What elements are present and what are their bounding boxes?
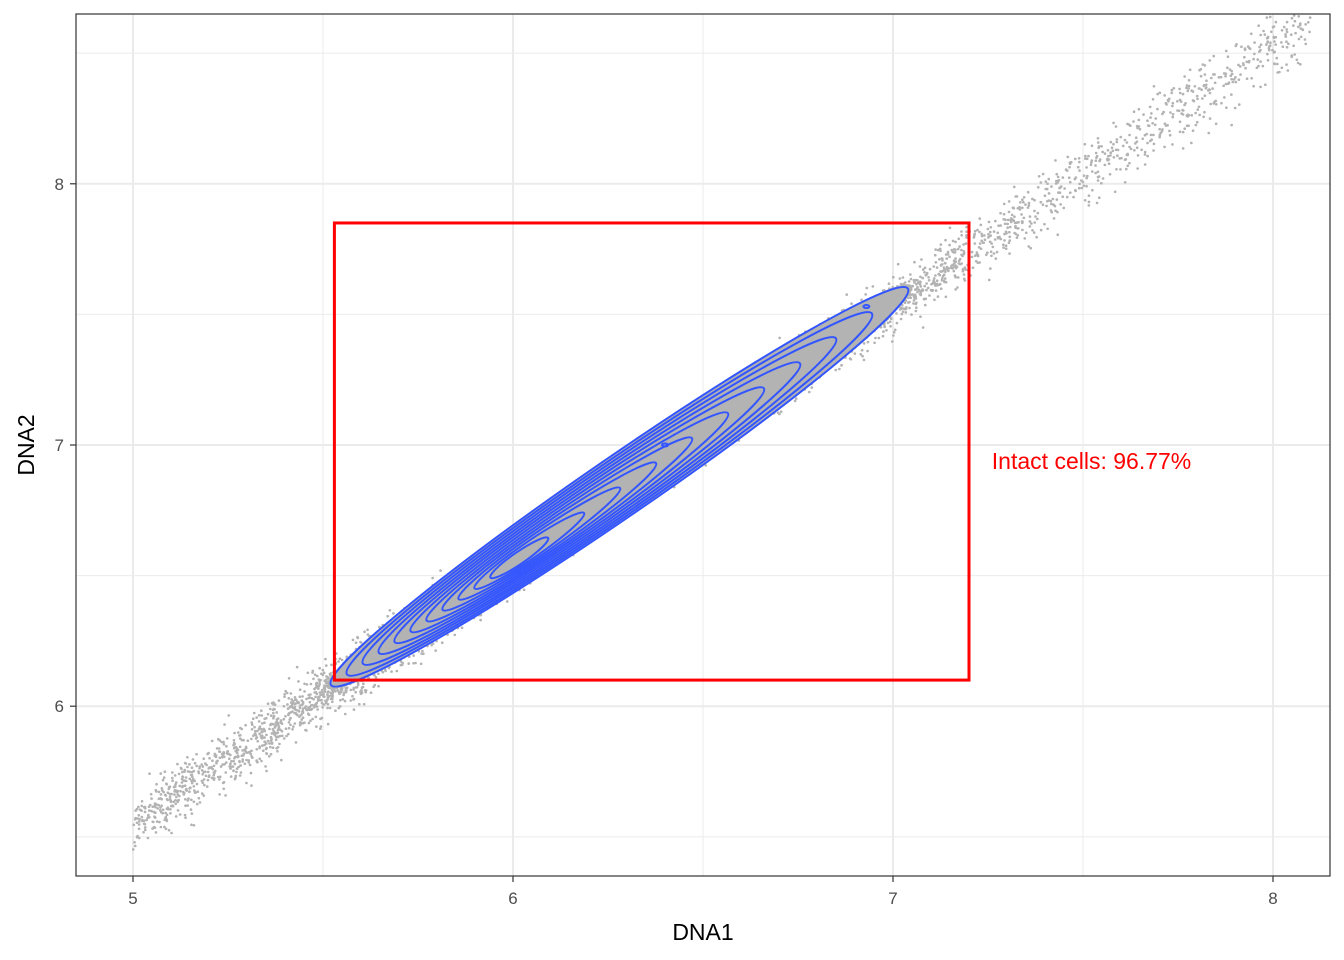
x-tick-label: 8 xyxy=(1268,889,1277,908)
density-contour-peak xyxy=(862,304,871,310)
density-contour-level xyxy=(345,311,874,677)
density-contour-level xyxy=(329,286,910,688)
gate-percentage-annotation: Intact cells: 96.77% xyxy=(992,448,1191,474)
x-tick-label: 7 xyxy=(888,889,897,908)
density-contour-level xyxy=(473,511,586,590)
y-tick-label: 7 xyxy=(55,436,64,455)
y-tick-label: 6 xyxy=(55,697,64,716)
density-contour-level xyxy=(361,336,838,666)
grid-major xyxy=(76,14,1330,876)
density-contour-level xyxy=(409,411,730,634)
density-contour-level xyxy=(457,486,622,601)
x-axis-ticks: 5 6 7 8 xyxy=(128,876,1278,908)
y-tick-label: 8 xyxy=(55,175,64,194)
density-contour-level xyxy=(489,536,550,580)
density-contour-level xyxy=(441,461,658,612)
x-axis-title: DNA1 xyxy=(672,919,733,945)
x-tick-label: 6 xyxy=(508,889,517,908)
y-axis-title: DNA2 xyxy=(13,414,39,475)
x-tick-label: 5 xyxy=(128,889,137,908)
density-contour-level xyxy=(425,436,694,623)
density-contour-peak xyxy=(661,442,669,448)
gate-rectangle[interactable] xyxy=(332,221,971,682)
density-contour-level xyxy=(377,361,802,656)
y-axis-ticks: 6 7 8 xyxy=(55,175,76,716)
density-contour-level xyxy=(393,386,766,645)
density-contours xyxy=(326,284,913,690)
